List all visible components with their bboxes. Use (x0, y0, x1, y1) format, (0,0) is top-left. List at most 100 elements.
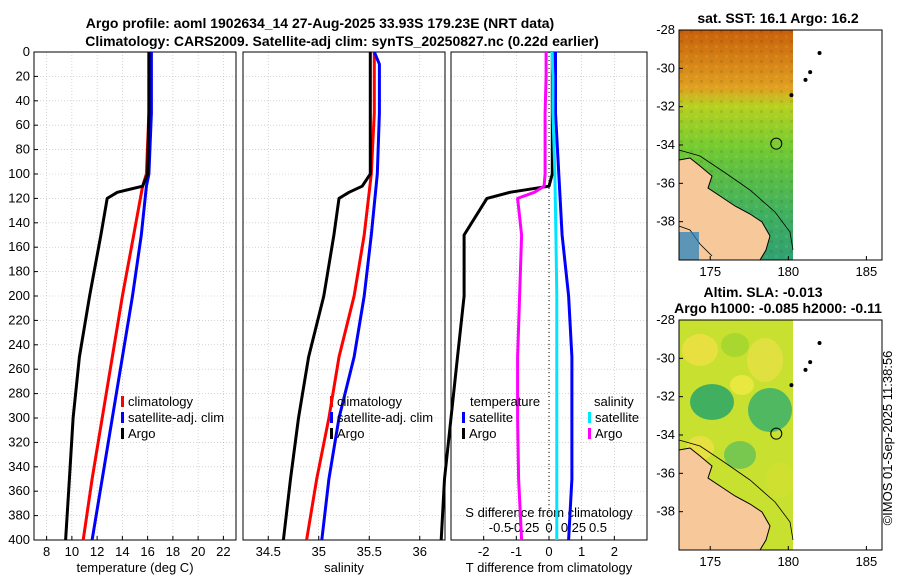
y-tick-label: 200 (8, 288, 30, 303)
map-x-tick-label: 175 (699, 554, 721, 569)
sst-no-data (793, 30, 882, 260)
x-axis-label: T difference from climatology (466, 560, 633, 575)
map-y-tick-label: -38 (656, 504, 675, 519)
x-axis-label: salinity (324, 560, 364, 575)
sla-map (678, 320, 882, 551)
series-line-argo (64, 52, 151, 541)
argo-track-point (808, 70, 813, 75)
sla-blob (730, 375, 754, 395)
x-tick-label: 20 (191, 544, 205, 559)
y-tick-label: 40 (16, 93, 30, 108)
map-y-tick-label: -30 (656, 350, 675, 365)
x-tick-label: 22 (216, 544, 230, 559)
map-x-tick-label: 180 (777, 264, 799, 279)
map-y-tick-label: -34 (656, 137, 675, 152)
sla-blob (747, 338, 783, 382)
figure-title-line2: Climatology: CARS2009. Satellite-adj cli… (85, 33, 599, 49)
argo-track-point (789, 93, 794, 98)
y-tick-label: 360 (8, 483, 30, 498)
y-tick-label: 180 (8, 264, 30, 279)
sla-map-title-2: Argo h1000: -0.085 h2000: -0.11 (674, 300, 882, 316)
series-line-argo (281, 52, 372, 541)
argo-track-point (803, 367, 808, 372)
legend-swatch (330, 428, 333, 439)
legend-label: Argo (595, 426, 622, 441)
legend-label: satellite (595, 410, 639, 425)
sla-blob (748, 388, 792, 432)
inner-s-tick-label: 0 (545, 520, 552, 535)
y-tick-label: 80 (16, 142, 30, 157)
map-y-tick-label: -30 (656, 60, 675, 75)
map-y-tick-label: -38 (656, 214, 675, 229)
map-x-tick-label: 185 (856, 554, 878, 569)
x-tick-label: 18 (166, 544, 180, 559)
y-tick-label: 300 (8, 410, 30, 425)
series-line-satellite-adj-clim (320, 51, 381, 541)
map-y-tick-label: -36 (656, 175, 675, 190)
map-y-tick-label: -32 (656, 99, 675, 114)
legend-label: Argo (128, 426, 155, 441)
legend-swatch (121, 428, 124, 439)
x-tick-label: 10 (65, 544, 79, 559)
legend-label: Argo (337, 426, 364, 441)
y-tick-label: 340 (8, 459, 30, 474)
legend-swatch (462, 412, 465, 423)
sla-map-axes: 175 180 185 -28 -30 -32 -34 -36 -38 (656, 312, 883, 569)
legend-swatch (121, 412, 124, 423)
sst-cold-patch (679, 232, 699, 260)
sla-land (678, 447, 771, 551)
y-tick-label: 260 (8, 361, 30, 376)
y-tick-label: 140 (8, 215, 30, 230)
sst-contour (678, 149, 794, 251)
x-tick-label: 35 (312, 544, 326, 559)
argo-position-marker (770, 427, 783, 440)
diff-series-3 (516, 52, 548, 541)
legend-swatch (330, 412, 333, 423)
y-tick-label: 280 (8, 386, 30, 401)
inner-s-tick-label: -0.25 (510, 520, 540, 535)
y-tick-label: 380 (8, 508, 30, 523)
sst-map-axes: 175 180 185 -28 -30 -32 -34 -36 -38 (656, 22, 883, 279)
argo-track-point (803, 77, 808, 82)
x-tick-label: -2 (478, 544, 490, 559)
map-y-tick-label: -28 (656, 22, 675, 37)
y-tick-label: 120 (8, 190, 30, 205)
x-tick-label: 35.5 (357, 544, 382, 559)
sst-map (678, 30, 882, 261)
legend-label: Argo (469, 426, 496, 441)
map-x-tick-label: 185 (856, 264, 878, 279)
diff-series-2 (550, 51, 559, 540)
sst-map-title: sat. SST: 16.1 Argo: 16.2 (697, 10, 859, 26)
y-tick-label: 220 (8, 312, 30, 327)
argo-track-point (808, 360, 813, 365)
argo-track-point (817, 341, 822, 345)
sla-blob (724, 441, 756, 469)
x-tick-label: 34.5 (256, 544, 281, 559)
y-tick-label: 0 (23, 44, 30, 59)
legend-swatch (588, 428, 591, 439)
figure-title-line1: Argo profile: aoml 1902634_14 27-Aug-202… (86, 15, 554, 31)
x-tick-label: 36 (413, 544, 427, 559)
diff-series-1 (439, 52, 554, 541)
x-tick-label: 2 (611, 544, 618, 559)
map-y-tick-label: -28 (656, 312, 675, 327)
legend-label: satellite (469, 410, 513, 425)
y-tick-label: 320 (8, 434, 30, 449)
legend-title-temperature: temperature (470, 394, 540, 409)
sla-blob (766, 462, 794, 498)
legend-label: satellite-adj. clim (337, 410, 433, 425)
map-x-tick-label: 175 (699, 264, 721, 279)
sla-map-title-1: Altim. SLA: -0.013 (703, 284, 822, 300)
map-y-tick-label: -36 (656, 465, 675, 480)
series-line-climatology (305, 52, 376, 541)
y-tick-label: 240 (8, 337, 30, 352)
x-axis-label: temperature (deg C) (76, 560, 193, 575)
x-tick-label: 12 (90, 544, 104, 559)
legend-swatch (588, 412, 591, 423)
temperature-panel: 8 10 12 14 16 18 20 22 temperature (deg C) 0 20 40 6… (8, 44, 237, 575)
legend-label: satellite-adj. clim (128, 410, 224, 425)
sla-blob (682, 334, 718, 366)
legend-label: climatology (128, 394, 194, 409)
sla-blob (690, 384, 734, 420)
